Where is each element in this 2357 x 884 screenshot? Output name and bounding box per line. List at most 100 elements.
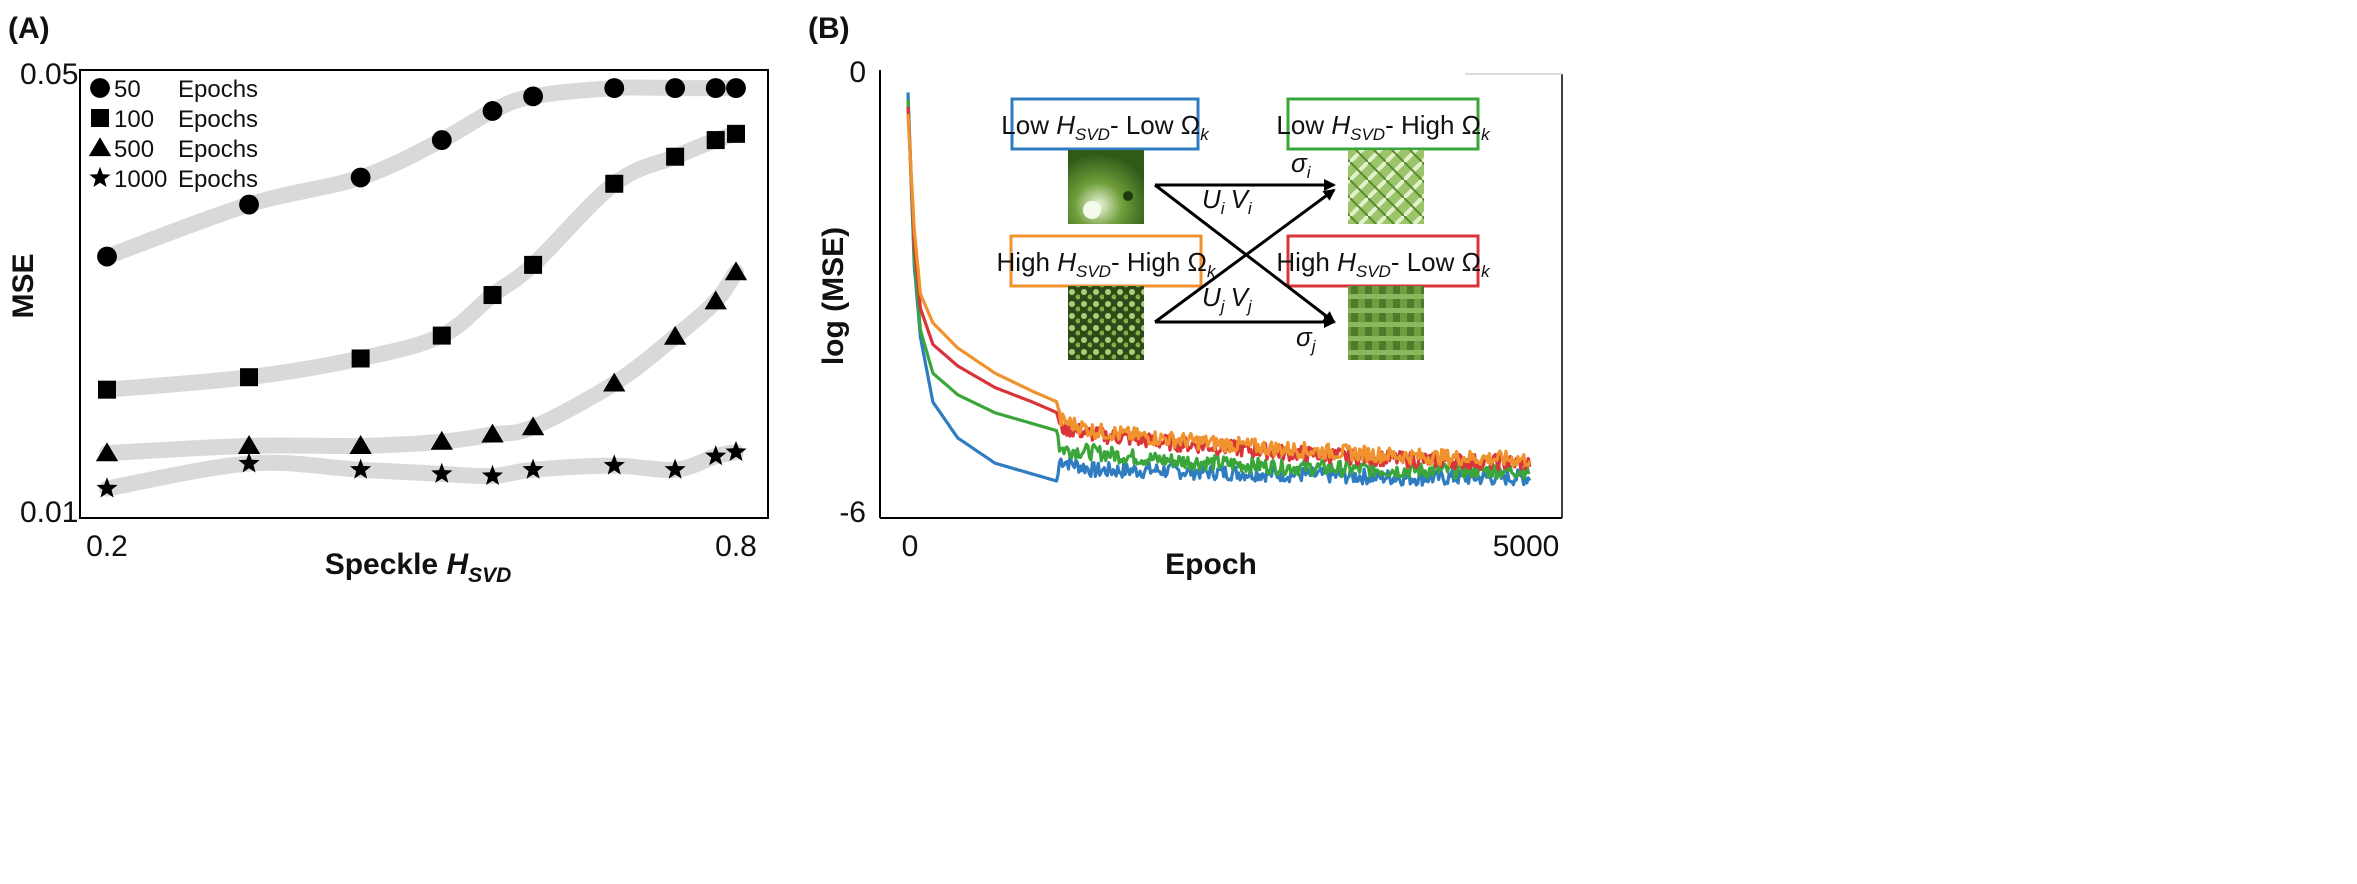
panel-b-label: (B) xyxy=(808,12,850,45)
panel-a-label: (A) xyxy=(8,12,50,45)
panel-a-frame xyxy=(79,69,769,519)
loss-line-1 xyxy=(906,99,1531,480)
data-point-square xyxy=(666,147,685,166)
data-point-square xyxy=(351,349,370,368)
b-y-axis-title: log (MSE) xyxy=(817,227,850,365)
legend-unit: Epochs xyxy=(178,106,258,133)
loss-curves xyxy=(906,92,1532,487)
data-point-star xyxy=(431,462,453,483)
speckle-dark-spot xyxy=(1123,191,1133,201)
panel-a-plot: 50 Epochs 100 Epochs 500 Epochs 1000 Epochs xyxy=(79,69,769,519)
data-point-triangle xyxy=(663,325,687,345)
data-point-star xyxy=(664,458,686,479)
data-point-star xyxy=(96,477,118,498)
fit-curve-triangle xyxy=(99,264,744,462)
legend-marker-triangle xyxy=(88,137,112,157)
fit-curve-star xyxy=(99,444,744,497)
legend-marker-square xyxy=(91,109,109,127)
legend-marker-star xyxy=(89,166,111,187)
b-y-tick-top: 0 xyxy=(849,56,866,89)
data-point-circle xyxy=(431,130,452,150)
uj-vj-label: Uj Vj xyxy=(1202,282,1253,316)
box-high-low-label: High HSVD- Low Ωk xyxy=(1276,247,1491,281)
speckle-low-low xyxy=(1068,150,1144,224)
legend-unit: Epochs xyxy=(178,166,258,193)
data-markers xyxy=(95,78,748,498)
legend-count-circle: 50 xyxy=(114,76,141,103)
data-point-star xyxy=(481,464,504,485)
speckle-high-low xyxy=(1348,286,1424,360)
arrow-cross-down xyxy=(1154,183,1336,324)
data-point-triangle xyxy=(481,423,504,443)
data-point-square xyxy=(432,326,451,345)
data-point-circle xyxy=(239,194,259,215)
sigma-j-label: σj xyxy=(1296,322,1317,356)
data-point-triangle xyxy=(237,435,261,454)
box-low-low-label: Low HSVD- Low Ωk xyxy=(1001,110,1210,144)
legend: 50 Epochs 100 Epochs 500 Epochs 1000 Epochs xyxy=(88,76,258,193)
y-tick-label-top: 0.05 xyxy=(20,58,78,91)
data-point-star xyxy=(350,458,372,479)
box-low-high xyxy=(1286,97,1480,151)
data-point-square xyxy=(524,255,543,274)
data-point-circle xyxy=(97,246,117,267)
x-axis-title-var: H xyxy=(446,548,469,581)
sigma-i-label: σi xyxy=(1291,148,1312,182)
b-x-axis-title: Epoch xyxy=(1165,548,1257,581)
data-point-triangle xyxy=(349,435,372,454)
y-axis-title: MSE xyxy=(7,253,40,318)
ui-vi-label: Ui Vi xyxy=(1202,184,1253,218)
data-point-circle xyxy=(523,86,543,107)
speckle-low-high xyxy=(1348,150,1424,224)
data-point-circle xyxy=(726,78,746,98)
inset-diagram: Low HSVD- Low Ωk Low HSVD- High Ωk High … xyxy=(997,97,1491,360)
data-point-square xyxy=(605,174,624,193)
x-tick-label-right: 0.8 xyxy=(715,530,757,563)
data-point-star xyxy=(725,440,747,462)
b-y-tick-bottom: -6 xyxy=(839,496,866,529)
data-point-square xyxy=(727,124,745,143)
data-point-triangle xyxy=(521,416,545,436)
data-point-star xyxy=(238,452,260,473)
data-point-triangle xyxy=(704,290,727,310)
data-point-triangle xyxy=(430,430,453,450)
data-point-triangle xyxy=(95,442,119,462)
data-point-square xyxy=(483,286,502,305)
legend-unit: Epochs xyxy=(178,136,258,163)
data-point-circle xyxy=(604,78,625,98)
data-point-square xyxy=(240,368,259,387)
speckle-high-high xyxy=(1068,286,1144,360)
panel-b-plot xyxy=(879,70,1563,519)
legend-count-square: 100 xyxy=(114,106,154,133)
data-point-star xyxy=(705,445,727,466)
arrow-cross-up xyxy=(1154,188,1336,324)
legend-count-star: 1000 xyxy=(114,166,167,193)
data-point-square xyxy=(98,380,116,399)
y-tick-label-bottom: 0.01 xyxy=(20,496,78,529)
x-tick-label-left: 0.2 xyxy=(86,530,128,563)
data-point-circle xyxy=(705,78,726,98)
x-axis-title-sub: SVD xyxy=(468,564,511,587)
legend-unit: Epochs xyxy=(178,76,258,103)
box-high-high-label: High HSVD- High Ωk xyxy=(997,247,1217,281)
data-point-square xyxy=(706,131,725,150)
data-point-star xyxy=(603,454,625,475)
legend-marker-circle xyxy=(90,78,110,98)
b-x-tick-left: 0 xyxy=(902,530,919,563)
data-point-triangle xyxy=(724,261,748,281)
data-point-circle xyxy=(350,167,371,188)
box-low-high-label: Low HSVD- High Ωk xyxy=(1276,110,1491,144)
legend-count-triangle: 500 xyxy=(114,136,154,163)
data-point-triangle xyxy=(603,372,626,392)
data-point-star xyxy=(522,458,544,479)
speckle-highlight xyxy=(1083,201,1101,219)
box-high-low xyxy=(1286,234,1480,288)
b-x-tick-right: 5000 xyxy=(1493,530,1560,563)
x-axis-title: Speckle HSVD xyxy=(325,548,512,587)
loss-line-3 xyxy=(906,113,1532,468)
data-point-circle xyxy=(482,101,503,121)
data-point-circle xyxy=(665,78,686,98)
x-axis-title-text: Speckle xyxy=(325,548,447,581)
box-low-low xyxy=(1010,97,1200,151)
